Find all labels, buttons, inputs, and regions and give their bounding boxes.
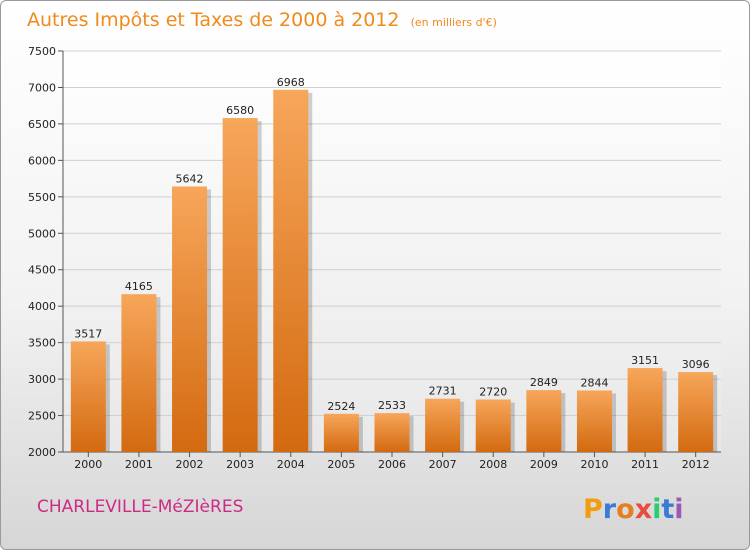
- x-tick-label: 2010: [580, 458, 608, 471]
- data-label: 3151: [631, 354, 659, 367]
- x-tick-label: 2011: [631, 458, 659, 471]
- data-label: 2731: [429, 385, 457, 398]
- y-tick-label: 3000: [28, 373, 56, 386]
- bar: [576, 390, 612, 452]
- x-tick-label: 2005: [327, 458, 355, 471]
- x-tick-label: 2012: [682, 458, 710, 471]
- bar: [273, 89, 309, 453]
- x-tick-label: 2004: [277, 458, 305, 471]
- svg-text:Proxiti: Proxiti: [583, 494, 684, 525]
- data-label: 6968: [277, 76, 305, 89]
- x-tick-label: 2000: [74, 458, 102, 471]
- x-tick-label: 2009: [530, 458, 558, 471]
- data-label: 3096: [682, 358, 710, 371]
- data-label: 6580: [226, 104, 254, 117]
- bar: [172, 186, 208, 452]
- plot-area: [63, 51, 721, 452]
- y-tick-label: 7500: [28, 45, 56, 58]
- bar: [627, 368, 663, 452]
- data-label: 2533: [378, 399, 406, 412]
- y-tick-label: 4000: [28, 300, 56, 313]
- proxiti-logo-mark: Proxiti: [583, 494, 684, 525]
- y-tick-label: 2500: [28, 410, 56, 423]
- x-tick-label: 2007: [429, 458, 457, 471]
- proxiti-logo: Proxiti: [583, 489, 693, 529]
- commune-name: CHARLEVILLE-MéZIèRES: [37, 497, 244, 517]
- bar: [526, 390, 562, 452]
- data-label: 2849: [530, 376, 558, 389]
- x-tick-label: 2002: [176, 458, 204, 471]
- x-tick-label: 2003: [226, 458, 254, 471]
- bar: [678, 372, 714, 452]
- y-tick-label: 4500: [28, 264, 56, 277]
- data-label: 4165: [125, 280, 153, 293]
- data-label: 2524: [327, 400, 355, 413]
- y-tick-label: 6000: [28, 154, 56, 167]
- chart-title-block: Autres Impôts et Taxes de 2000 à 2012 (e…: [27, 9, 497, 31]
- chart-title: Autres Impôts et Taxes de 2000 à 2012: [27, 9, 400, 31]
- bar: [70, 341, 106, 452]
- y-tick-label: 5500: [28, 191, 56, 204]
- bar: [475, 399, 511, 452]
- x-tick-label: 2006: [378, 458, 406, 471]
- data-label: 3517: [74, 327, 102, 340]
- x-tick-label: 2008: [479, 458, 507, 471]
- bar: [323, 413, 359, 452]
- bar: [222, 118, 258, 453]
- x-tick-label: 2001: [125, 458, 153, 471]
- y-tick-label: 3500: [28, 337, 56, 350]
- y-tick-label: 6500: [28, 118, 56, 131]
- y-tick-label: 5000: [28, 227, 56, 240]
- y-tick-label: 2000: [28, 446, 56, 459]
- y-tick-label: 7000: [28, 81, 56, 94]
- bar: [374, 413, 410, 452]
- data-label: 5642: [176, 172, 204, 185]
- bar: [121, 294, 157, 452]
- chart-subtitle: (en milliers d'€): [410, 16, 497, 29]
- data-label: 2844: [580, 376, 608, 389]
- bar: [425, 398, 461, 452]
- data-label: 2720: [479, 386, 507, 399]
